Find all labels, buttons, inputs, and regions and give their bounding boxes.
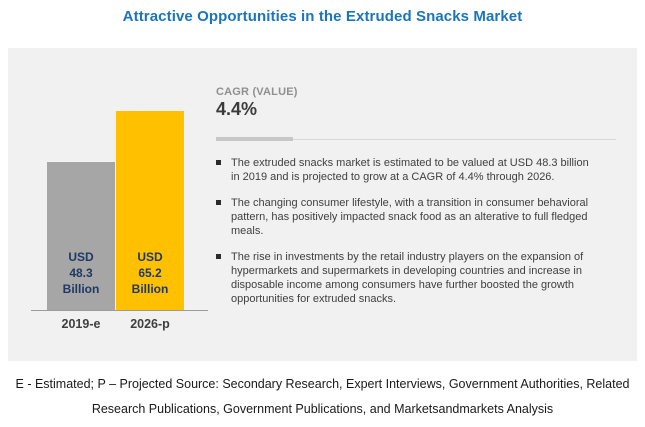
summary-column: CAGR (VALUE) 4.4% The extruded snacks ma… (216, 86, 616, 318)
x-axis-label-2019: 2019-e (61, 317, 101, 331)
bar-value-label-2019: USD 48.3 Billion (62, 250, 100, 296)
bullet-square-icon (216, 160, 221, 165)
section-divider (216, 136, 616, 141)
bar-2019: USD 48.3 Billion (47, 162, 115, 310)
bar-chart: USD 48.3 Billion USD 65.2 Billion 2019-e… (31, 105, 208, 331)
content-panel: USD 48.3 Billion USD 65.2 Billion 2019-e… (8, 48, 637, 361)
bar-value-label-2026: USD 65.2 Billion (131, 250, 169, 296)
divider-rule (293, 139, 616, 140)
bullet-text: The extruded snacks market is estimated … (231, 157, 589, 183)
page-title: Attractive Opportunities in the Extruded… (122, 8, 523, 25)
x-axis-label-2026: 2026-p (130, 317, 170, 331)
bullet-square-icon (216, 254, 221, 259)
divider-accent-segment (216, 137, 293, 141)
source-note-line1: E - Estimated; P – Projected Source: Sec… (15, 377, 630, 391)
list-item: The extruded snacks market is estimated … (216, 156, 616, 184)
bullet-square-icon (216, 200, 221, 205)
bullet-text: The rise in investments by the retail in… (231, 251, 584, 305)
source-note-line2: Research Publications, Government Public… (91, 402, 554, 416)
bullet-text: The changing consumer lifestyle, with a … (231, 197, 589, 237)
list-item: The changing consumer lifestyle, with a … (216, 196, 616, 238)
insight-bullet-list: The extruded snacks market is estimated … (216, 156, 616, 306)
cagr-label: CAGR (VALUE) (216, 86, 298, 98)
list-item: The rise in investments by the retail in… (216, 250, 616, 306)
bar-2026: USD 65.2 Billion (116, 111, 184, 310)
source-note: E - Estimated; P – Projected Source: Sec… (0, 372, 645, 422)
cagr-value: 4.4% (216, 99, 258, 119)
